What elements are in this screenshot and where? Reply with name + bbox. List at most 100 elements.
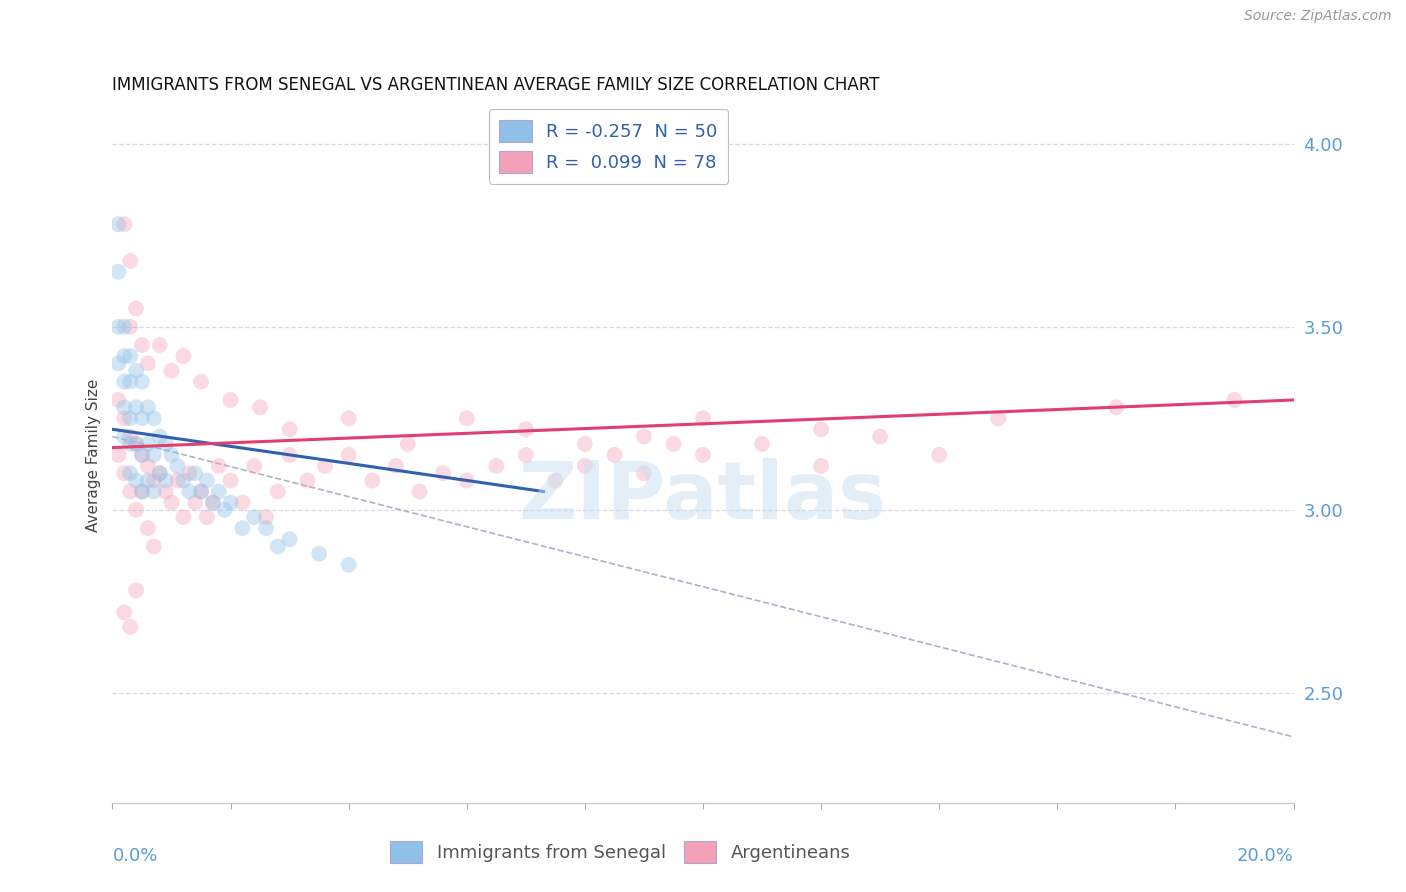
Y-axis label: Average Family Size: Average Family Size	[86, 378, 101, 532]
Point	[112, 411, 135, 425]
Point	[515, 422, 537, 436]
Point	[136, 401, 159, 415]
Point	[172, 474, 194, 488]
Point	[155, 474, 177, 488]
Point	[308, 547, 330, 561]
Point	[928, 448, 950, 462]
Point	[692, 411, 714, 425]
Point	[149, 467, 172, 481]
Point	[120, 319, 142, 334]
Point	[692, 448, 714, 462]
Point	[131, 484, 153, 499]
Point	[142, 540, 165, 554]
Point	[125, 474, 148, 488]
Point	[120, 484, 142, 499]
Point	[112, 375, 135, 389]
Point	[107, 265, 129, 279]
Point	[633, 467, 655, 481]
Point	[219, 392, 242, 407]
Point	[160, 364, 183, 378]
Point	[195, 474, 218, 488]
Point	[155, 437, 177, 451]
Point	[112, 429, 135, 443]
Point	[149, 429, 172, 443]
Point	[190, 484, 212, 499]
Point	[810, 458, 832, 473]
Point	[337, 411, 360, 425]
Point	[574, 437, 596, 451]
Point	[243, 510, 266, 524]
Point	[107, 392, 129, 407]
Point	[112, 319, 135, 334]
Point	[149, 338, 172, 352]
Point	[131, 448, 153, 462]
Point	[142, 474, 165, 488]
Point	[112, 217, 135, 231]
Point	[385, 458, 408, 473]
Point	[485, 458, 508, 473]
Point	[456, 411, 478, 425]
Point	[574, 458, 596, 473]
Point	[112, 606, 135, 620]
Point	[131, 448, 153, 462]
Point	[278, 422, 301, 436]
Point	[195, 510, 218, 524]
Point	[254, 521, 277, 535]
Point	[396, 437, 419, 451]
Point	[125, 437, 148, 451]
Text: ZIPatlas: ZIPatlas	[519, 458, 887, 536]
Point	[987, 411, 1010, 425]
Point	[136, 474, 159, 488]
Point	[155, 484, 177, 499]
Point	[107, 319, 129, 334]
Point	[408, 484, 430, 499]
Point	[131, 338, 153, 352]
Point	[120, 349, 142, 363]
Point	[243, 458, 266, 473]
Text: 20.0%: 20.0%	[1237, 847, 1294, 864]
Point	[149, 467, 172, 481]
Point	[603, 448, 626, 462]
Point	[219, 495, 242, 509]
Point	[1105, 401, 1128, 415]
Point	[166, 458, 188, 473]
Point	[112, 401, 135, 415]
Legend: Immigrants from Senegal, Argentineans: Immigrants from Senegal, Argentineans	[380, 830, 862, 874]
Point	[120, 411, 142, 425]
Point	[337, 448, 360, 462]
Point	[432, 467, 454, 481]
Point	[633, 429, 655, 443]
Point	[172, 510, 194, 524]
Point	[278, 532, 301, 546]
Point	[107, 356, 129, 370]
Point	[120, 375, 142, 389]
Point	[142, 448, 165, 462]
Point	[172, 349, 194, 363]
Point	[179, 467, 201, 481]
Point	[278, 448, 301, 462]
Point	[190, 484, 212, 499]
Point	[184, 495, 207, 509]
Point	[131, 375, 153, 389]
Point	[297, 474, 319, 488]
Point	[184, 467, 207, 481]
Point	[136, 458, 159, 473]
Point	[136, 356, 159, 370]
Point	[142, 411, 165, 425]
Point	[131, 411, 153, 425]
Point	[267, 540, 290, 554]
Point	[160, 495, 183, 509]
Point	[179, 484, 201, 499]
Point	[107, 217, 129, 231]
Text: Source: ZipAtlas.com: Source: ZipAtlas.com	[1244, 9, 1392, 23]
Point	[142, 484, 165, 499]
Point	[1223, 392, 1246, 407]
Point	[125, 503, 148, 517]
Point	[361, 474, 384, 488]
Text: IMMIGRANTS FROM SENEGAL VS ARGENTINEAN AVERAGE FAMILY SIZE CORRELATION CHART: IMMIGRANTS FROM SENEGAL VS ARGENTINEAN A…	[112, 77, 880, 95]
Point	[249, 401, 271, 415]
Point	[125, 437, 148, 451]
Point	[120, 467, 142, 481]
Point	[810, 422, 832, 436]
Point	[190, 375, 212, 389]
